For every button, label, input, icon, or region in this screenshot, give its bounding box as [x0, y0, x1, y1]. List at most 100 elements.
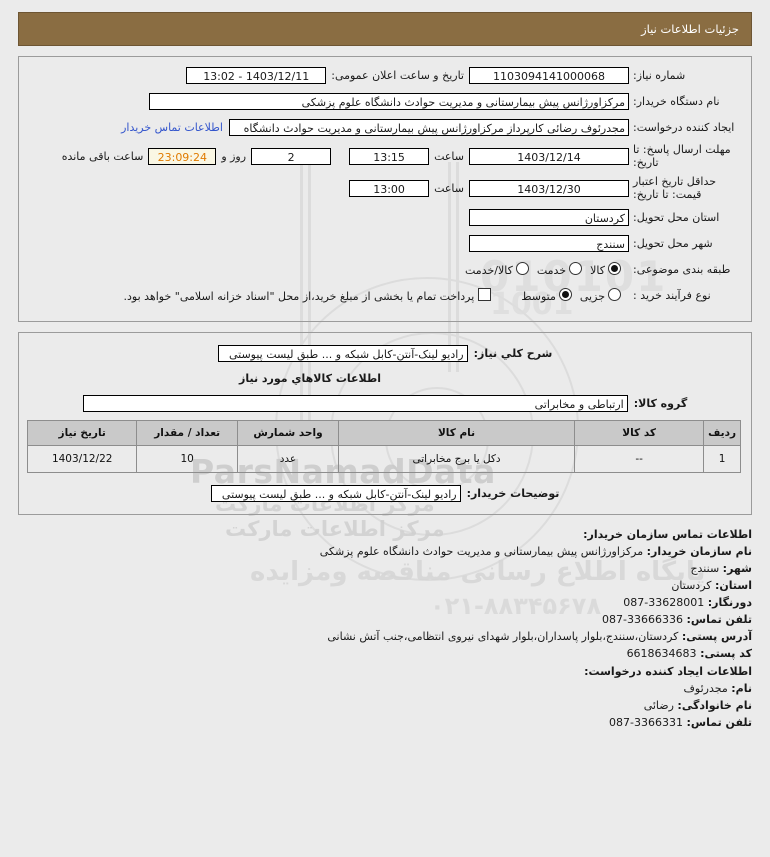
row-classification: طبقه بندی موضوعی: کالا خدمت کالا/خدمت [29, 259, 741, 279]
row-city: شهر محل تحویل: سنندج [29, 233, 741, 253]
row-need-summary: شرح كلي نياز: رادیو لینک-آنتن-کابل شبکه … [29, 345, 741, 362]
cell-name: دکل یا برج مخابراتی [337, 445, 576, 473]
price-validity-time-field[interactable]: 13:00 [349, 179, 430, 197]
treasury-bond-checkbox-group[interactable]: پرداخت تمام یا بخشی از مبلغ خرید،از محل … [123, 287, 500, 303]
org-name-label: نام سازمان خریدار: [646, 545, 752, 558]
radio-icon[interactable] [558, 287, 572, 301]
classification-option-kala[interactable]: کالا [590, 261, 629, 277]
announce-datetime-label: تاریخ و ساعت اعلان عمومی: [331, 68, 464, 82]
row-process-type: نوع فرآیند خرید : جزیی متوسط پرداخت تمام… [29, 285, 741, 305]
buyer-org-label: نام دستگاه خریدار: [633, 94, 720, 108]
classification-option-kala-khedmat[interactable]: کالا/خدمت [465, 261, 537, 277]
contact-province-label: استان: [715, 579, 752, 592]
classification-option-label: خدمت [536, 263, 567, 277]
radio-icon[interactable] [608, 287, 621, 301]
buyer-contact-link[interactable]: اطلاعات تماس خریدار [121, 120, 223, 134]
creator-phone-label: تلفن تماس: [686, 716, 752, 729]
row-province: استان محل تحویل: کردستان [29, 207, 741, 227]
contact-city-label: شهر: [722, 562, 752, 575]
province-field[interactable]: کردستان [469, 208, 629, 226]
process-option-motavaset[interactable]: متوسط [521, 287, 580, 303]
classification-option-label: کالا [590, 263, 605, 277]
classification-option-khedmat[interactable]: خدمت [536, 261, 590, 277]
row-creator: ایجاد کننده درخواست: مجدرئوف رضائی کارپر… [29, 117, 741, 137]
treasury-bond-label: پرداخت تمام یا بخشی از مبلغ خرید،از محل … [123, 289, 475, 303]
contact-address-label: آدرس پستی: [681, 630, 752, 643]
contact-address-value: کردستان،سنندج،بلوار پاسداران،بلوار شهدای… [327, 630, 679, 643]
cell-need-date: 1403/12/22 [26, 445, 138, 473]
price-validity-hour-label: ساعت [434, 181, 464, 195]
creator-first-name-row: نام: مجدرئوف [18, 681, 752, 697]
classification-label: طبقه بندی موضوعی: [633, 262, 731, 276]
price-validity-date-field[interactable]: 1403/12/30 [469, 179, 629, 197]
contact-info-block: اطلاعات تماس سازمان خریدار: نام سازمان خ… [18, 527, 752, 731]
creator-last-name-value: رضائی [643, 699, 674, 712]
remaining-days-field[interactable]: 2 [251, 147, 332, 165]
deadline-hour-label: ساعت [434, 149, 464, 163]
column-header-name: نام کالا [337, 420, 576, 446]
need-summary-field[interactable]: رادیو لینک-آنتن-کابل شبکه و ... طبق لیست… [217, 345, 468, 362]
creator-field[interactable]: مجدرئوف رضائی کارپرداز مرکزاورژانس پیش ب… [229, 118, 629, 136]
cell-quantity: 10 [136, 445, 238, 473]
goods-panel: شرح كلي نياز: رادیو لینک-آنتن-کابل شبکه … [18, 332, 752, 515]
announce-datetime-field[interactable]: 1403/12/11 - 13:02 [186, 66, 327, 84]
contact-province-value: کردستان [671, 579, 712, 592]
contact-address-row: آدرس پستی: کردستان،سنندج،بلوار پاسداران،… [18, 629, 752, 645]
deadline-date-field[interactable]: 1403/12/14 [469, 147, 629, 165]
process-option-jozei[interactable]: جزیی [579, 287, 629, 303]
page-title: جزئیات اطلاعات نیاز [641, 22, 739, 36]
radio-icon[interactable] [569, 261, 583, 275]
contact-fax-row: دورنگار: 33628001-087 [18, 595, 752, 611]
remaining-hours-label: ساعت باقی مانده [61, 149, 144, 163]
classification-option-label: کالا/خدمت [465, 263, 513, 277]
deadline-label: مهلت ارسال پاسخ: تا تاریخ: [633, 143, 731, 169]
countdown-timer: 23:09:24 [148, 147, 217, 165]
creator-phone-row: تلفن تماس: 3366331-087 [18, 715, 752, 731]
contact-fax-label: دورنگار: [707, 596, 752, 609]
remaining-days-label: روز و [221, 149, 247, 163]
city-label: شهر محل تحویل: [633, 236, 713, 250]
row-buyer-org: نام دستگاه خریدار: مرکزاورژانس پیش بیمار… [29, 91, 741, 111]
radio-icon[interactable] [608, 261, 621, 275]
goods-info-title: اطلاعات كالاهاي مورد نياز [239, 372, 381, 385]
row-goods-group: گروه كالا: ارتباطی و مخابراتی [29, 395, 741, 412]
column-header-need-date: تاریخ نیاز [26, 420, 138, 446]
price-validity-label: حداقل تاریخ اعتبار قیمت: تا تاریخ: [633, 175, 717, 201]
process-type-label: نوع فرآیند خرید : [633, 288, 711, 302]
cell-code: -- [574, 445, 705, 473]
creator-contact-title: اطلاعات ایجاد کننده درخواست: [584, 665, 752, 678]
process-option-label: جزیی [579, 289, 605, 303]
need-number-field[interactable]: 1103094141000068 [469, 66, 629, 84]
org-contact-title: اطلاعات تماس سازمان خریدار: [583, 528, 752, 541]
contact-fax-value: 33628001-087 [623, 596, 705, 609]
need-number-label: شماره نیاز: [633, 68, 686, 82]
row-price-validity: حداقل تاریخ اعتبار قیمت: تا تاریخ: 1403/… [29, 175, 741, 201]
table-header-row: رديف کد کالا نام کالا واحد شمارش تعداد /… [26, 420, 741, 446]
creator-first-name-value: مجدرئوف [683, 682, 728, 695]
goods-group-field[interactable]: ارتباطی و مخابراتی [82, 395, 628, 412]
creator-label: ایجاد کننده درخواست: [633, 120, 735, 134]
creator-phone-value: 3366331-087 [609, 716, 684, 729]
row-deadline: مهلت ارسال پاسخ: تا تاریخ: 1403/12/14 سا… [29, 143, 741, 169]
column-header-code: کد کالا [574, 420, 705, 446]
table-row: 1 -- دکل یا برج مخابراتی عدد 10 1403/12/… [26, 445, 741, 473]
creator-last-name-label: نام خانوادگی: [677, 699, 752, 712]
cell-unit: عدد [236, 445, 339, 473]
process-option-label: متوسط [521, 289, 556, 303]
contact-phone-label: تلفن تماس: [686, 613, 752, 626]
contact-postal-code-row: کد پستی: 6618634683 [18, 646, 752, 662]
contact-postal-code-label: کد پستی: [700, 647, 752, 660]
buyer-notes-field[interactable]: رادیو لینک-آنتن-کابل شبکه و ... طبق لیست… [210, 485, 461, 502]
city-field[interactable]: سنندج [469, 234, 629, 252]
buyer-org-field[interactable]: مرکزاورژانس پیش بیمارستانی و مدیریت حواد… [149, 92, 629, 110]
contact-city-value: سنندج [690, 562, 720, 575]
checkbox-icon[interactable] [478, 287, 492, 301]
radio-icon[interactable] [515, 261, 529, 275]
org-name-row: نام سازمان خریدار: مرکزاورژانس پیش بیمار… [18, 544, 752, 560]
deadline-time-field[interactable]: 13:15 [349, 147, 430, 165]
row-buyer-notes: توضیحات خریدار: رادیو لینک-آنتن-کابل شبک… [29, 485, 741, 502]
contact-province-row: استان: کردستان [18, 578, 752, 594]
page-root: جزئیات اطلاعات نیاز شماره نیاز: 11030941… [0, 12, 770, 731]
buyer-notes-label: توضیحات خریدار: [466, 487, 560, 500]
need-summary-label: شرح كلي نياز: [473, 347, 553, 360]
